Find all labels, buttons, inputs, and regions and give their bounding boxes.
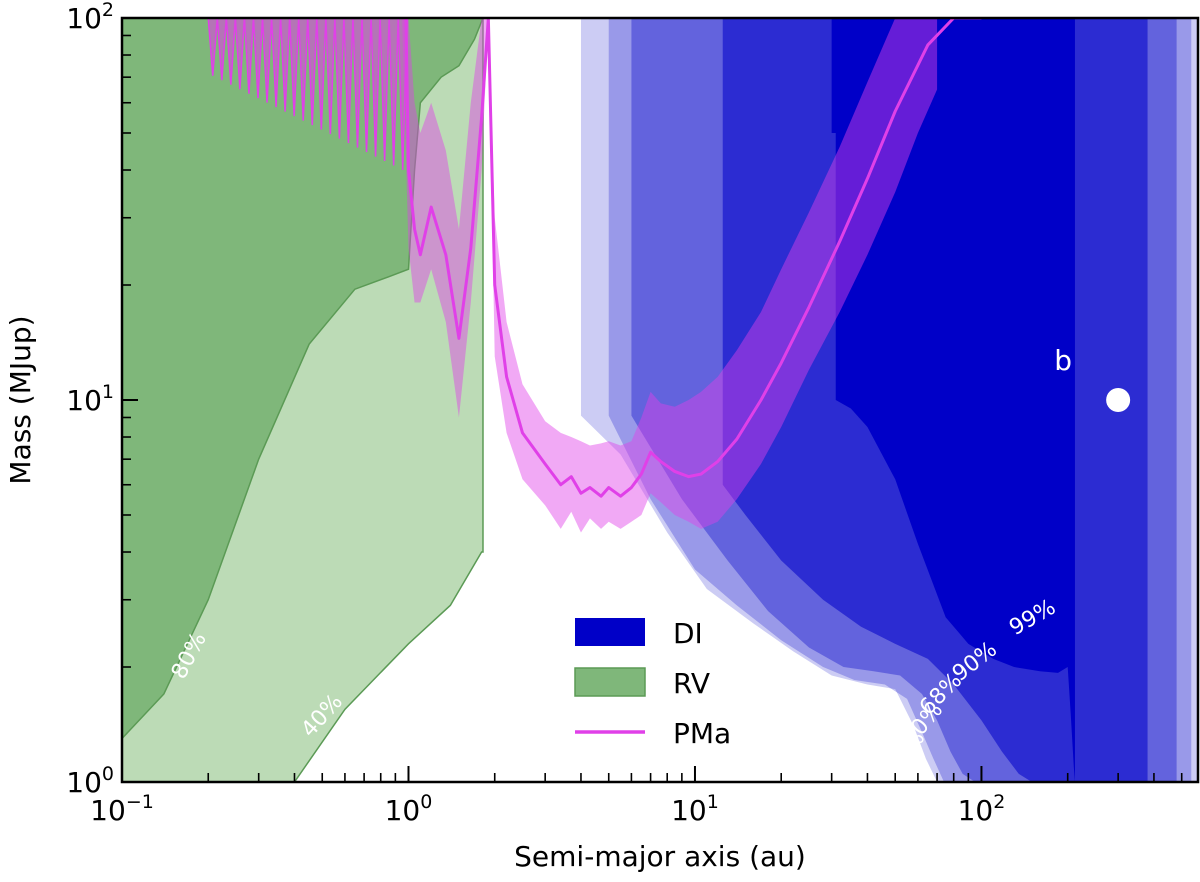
y-tick-label: 100 (66, 763, 114, 799)
pma-oscillation-band (207, 18, 408, 171)
legend-label-rv: RV (673, 667, 710, 700)
planet-b-marker (1106, 388, 1131, 412)
rv-80-region (122, 18, 484, 740)
pma-line (404, 18, 982, 498)
legend: DI RV PMa (574, 617, 731, 750)
pma-confidence-band (402, 18, 938, 533)
planet-b-label: b (1054, 344, 1072, 377)
plot-area: 80%40%99%90%68%50%10%b (122, 18, 1198, 782)
legend-label-di: DI (673, 617, 703, 650)
legend-swatch-rv (574, 667, 646, 697)
legend-label-pma: PMa (673, 717, 731, 750)
y-axis-label: Mass (MJup) (4, 315, 37, 484)
x-axis-label: Semi-major axis (au) (514, 840, 806, 873)
x-tick-label: 102 (958, 791, 1006, 827)
di-region-99pct (831, 18, 1075, 782)
legend-swatch-di (575, 618, 645, 646)
x-tick-label: 10−1 (90, 791, 154, 827)
x-tick-label: 100 (385, 791, 433, 827)
x-tick-label: 101 (671, 791, 719, 827)
y-tick-label: 101 (66, 381, 114, 417)
y-tick-label: 102 (66, 0, 114, 35)
